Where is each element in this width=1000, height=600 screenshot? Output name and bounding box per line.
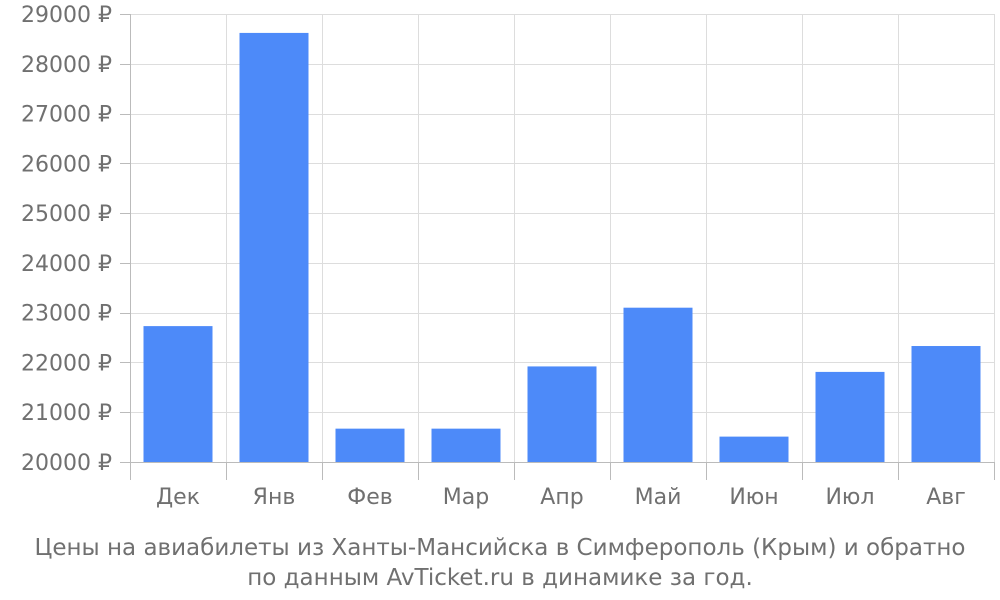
bar [143, 326, 213, 462]
y-tick-label: 21000 ₽ [21, 401, 112, 426]
caption-line-1: Цены на авиабилеты из Ханты-Мансийска в … [34, 535, 966, 561]
y-tick-label: 28000 ₽ [21, 53, 112, 78]
bar [239, 32, 309, 462]
x-axis-ticks: Дек Янв Фев Мар Апр Май Июн Июл Авг [156, 485, 966, 510]
x-tick-label: Май [635, 485, 682, 510]
x-tick-label: Фев [347, 485, 392, 510]
x-tick-label: Авг [926, 485, 966, 510]
chart-bars [143, 32, 981, 462]
y-tick-label: 26000 ₽ [21, 152, 112, 177]
y-tick-label: 25000 ₽ [21, 202, 112, 227]
caption-line-2: по данным AvTicket.ru в динамике за год. [247, 565, 753, 591]
bar [335, 428, 405, 462]
bar [719, 436, 789, 462]
bar [815, 371, 885, 462]
y-tick-label: 29000 ₽ [21, 3, 112, 28]
y-tick-label: 23000 ₽ [21, 302, 112, 327]
bar [431, 428, 501, 462]
bar [623, 307, 693, 462]
x-tick-label: Июн [729, 485, 778, 510]
y-tick-label: 24000 ₽ [21, 252, 112, 277]
x-tick-label: Дек [156, 485, 200, 510]
chart-caption: Цены на авиабилеты из Ханты-Мансийска в … [0, 533, 1000, 593]
x-tick-label: Апр [540, 485, 583, 510]
x-tick-label: Мар [443, 485, 489, 510]
bar [911, 346, 981, 462]
y-tick-label: 27000 ₽ [21, 103, 112, 128]
x-tick-label: Июл [825, 485, 874, 510]
x-tick-label: Янв [253, 485, 296, 510]
bar [527, 366, 597, 462]
y-tick-label: 22000 ₽ [21, 351, 112, 376]
y-tick-label: 20000 ₽ [21, 451, 112, 476]
y-axis-ticks: 20000 ₽ 21000 ₽ 22000 ₽ 23000 ₽ 24000 ₽ 25000… [21, 3, 112, 476]
chart-axes [120, 14, 995, 480]
